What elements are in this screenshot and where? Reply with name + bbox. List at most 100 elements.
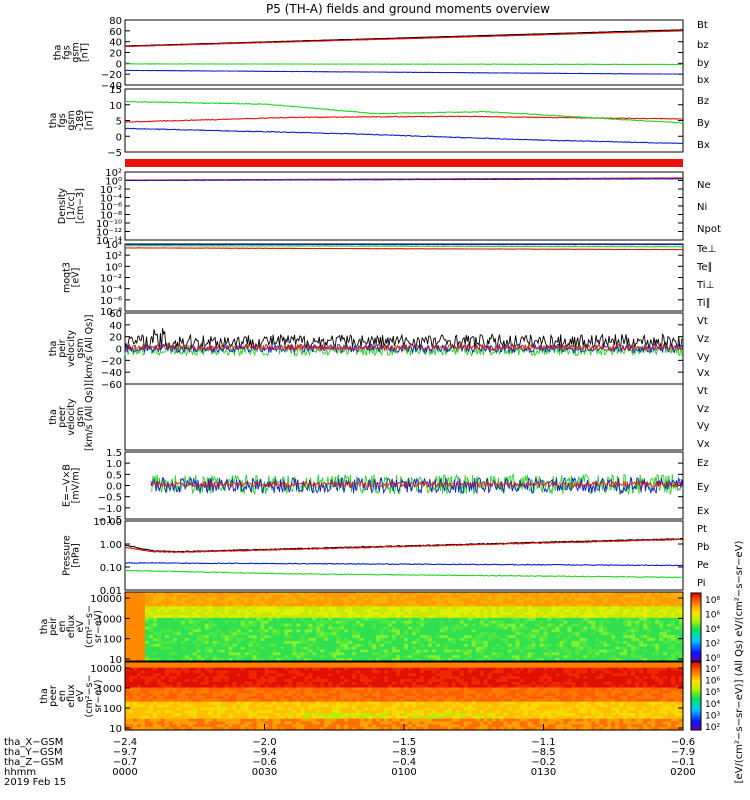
spectrogram-cell	[451, 638, 457, 642]
spectrogram-cell	[236, 684, 242, 689]
spectrogram-cell	[344, 670, 349, 674]
spectrogram-cell	[244, 718, 250, 723]
spectrogram-cell	[619, 606, 624, 610]
spectrogram-cell	[184, 696, 190, 700]
spectrogram-cell	[407, 638, 413, 642]
spectrogram-cell	[228, 623, 234, 628]
spectrogram-cell	[148, 721, 154, 725]
y-tick-label: 10	[109, 101, 122, 112]
spectrogram-cell	[196, 626, 202, 630]
spectrogram-cell	[284, 693, 290, 697]
spectrogram-cell	[212, 721, 218, 725]
spectrogram-cell	[571, 626, 576, 630]
spectrogram-cell	[264, 662, 270, 666]
spectrogram-cell	[404, 655, 409, 659]
spectrogram-cell	[236, 615, 242, 619]
spectrogram-cell	[503, 594, 509, 599]
spectrogram-cell	[627, 617, 632, 622]
spectrogram-cell	[348, 718, 353, 723]
spectrogram-cell	[328, 690, 333, 694]
spectrogram-cell	[125, 687, 130, 691]
spectrogram-cell	[475, 649, 481, 653]
spectrogram-cell	[244, 620, 250, 625]
spectrogram-cell	[411, 638, 417, 642]
spectrogram-cell	[280, 629, 286, 633]
spectrogram-cell	[463, 649, 469, 653]
spectrogram-cell	[340, 704, 345, 708]
spectrogram-cell	[148, 649, 154, 653]
spectrogram-cell	[232, 721, 238, 725]
spectrogram-cell	[140, 715, 146, 720]
spectrogram-cell	[459, 617, 465, 622]
spectrogram-cell	[240, 679, 246, 683]
spectrogram-cell	[188, 684, 194, 689]
spectrogram-cell	[296, 623, 301, 628]
spectrogram-cell	[431, 643, 437, 648]
spectrogram-cell	[647, 640, 652, 645]
spectrogram-cell	[647, 658, 652, 662]
spectrogram-cell	[200, 696, 206, 700]
spectrogram-cell	[272, 724, 278, 728]
spectrogram-cell	[388, 623, 393, 628]
spectrogram-cell	[344, 713, 349, 717]
spectrogram-cell	[260, 623, 266, 628]
spectrogram-cell	[659, 597, 664, 602]
spectrogram-cell	[196, 600, 202, 605]
spectrogram-cell	[300, 662, 305, 666]
spectrogram-cell	[272, 670, 278, 674]
spectrogram-cell	[336, 664, 341, 669]
spectrogram-cell	[128, 620, 134, 625]
spectrogram-cell	[152, 603, 158, 607]
spectrogram-cell	[276, 713, 282, 717]
spectrogram-cell	[308, 664, 313, 669]
spectrogram-cell	[344, 592, 349, 596]
spectrogram-cell	[336, 600, 341, 605]
spectrogram-cell	[543, 640, 549, 645]
spectrogram-cell	[264, 673, 270, 677]
spectrogram-cell	[631, 638, 636, 642]
spectrogram-cell	[180, 612, 186, 616]
spectrogram-cell	[483, 640, 489, 645]
spectrogram-cell	[204, 667, 210, 672]
spectrogram-cell	[132, 667, 138, 672]
spectrogram-cell	[647, 615, 652, 619]
spectrogram-cell	[172, 676, 178, 680]
spectrogram-cell	[415, 640, 421, 645]
spectrogram-cell	[659, 652, 664, 656]
spectrogram-cell	[280, 713, 286, 717]
spectrogram-cell	[312, 626, 317, 630]
spectrogram-cell	[296, 643, 301, 648]
spectrogram-cell	[168, 635, 174, 639]
spectrogram-cell	[643, 609, 648, 613]
spectrogram-cell	[332, 597, 337, 602]
spectrogram-cell	[499, 600, 505, 605]
spectrogram-cell	[316, 662, 321, 666]
spectrogram-cell	[324, 594, 329, 599]
spectrogram-cell	[539, 592, 545, 596]
spectrogram-cell	[308, 701, 313, 706]
spectrogram-cell	[240, 609, 246, 613]
spectrogram-cell	[348, 638, 353, 642]
spectrogram-cell	[264, 609, 270, 613]
legend-entry: Pe	[697, 560, 709, 571]
spectrogram-cell	[288, 629, 293, 633]
spectrogram-cell	[216, 597, 222, 602]
spectrogram-cell	[415, 638, 421, 642]
spectrogram-cell	[144, 715, 150, 720]
spectrogram-cell	[360, 632, 365, 636]
spectrogram-cell	[180, 673, 186, 677]
series-Bx	[124, 127, 684, 145]
spectrogram-cell	[407, 655, 413, 659]
spectrogram-cell	[128, 603, 134, 607]
spectrogram-cell	[392, 620, 397, 625]
spectrogram-cell	[192, 652, 198, 656]
spectrogram-cell	[260, 638, 266, 642]
spectrogram-cell	[125, 715, 130, 720]
spectrogram-cell	[627, 615, 632, 619]
spectrogram-cell	[360, 617, 365, 622]
spectrogram-cell	[252, 715, 258, 720]
spectrogram-cell	[372, 629, 377, 633]
spectrogram-cell	[643, 612, 648, 616]
spectrogram-cell	[288, 718, 293, 723]
spectrogram-cell	[503, 646, 509, 651]
